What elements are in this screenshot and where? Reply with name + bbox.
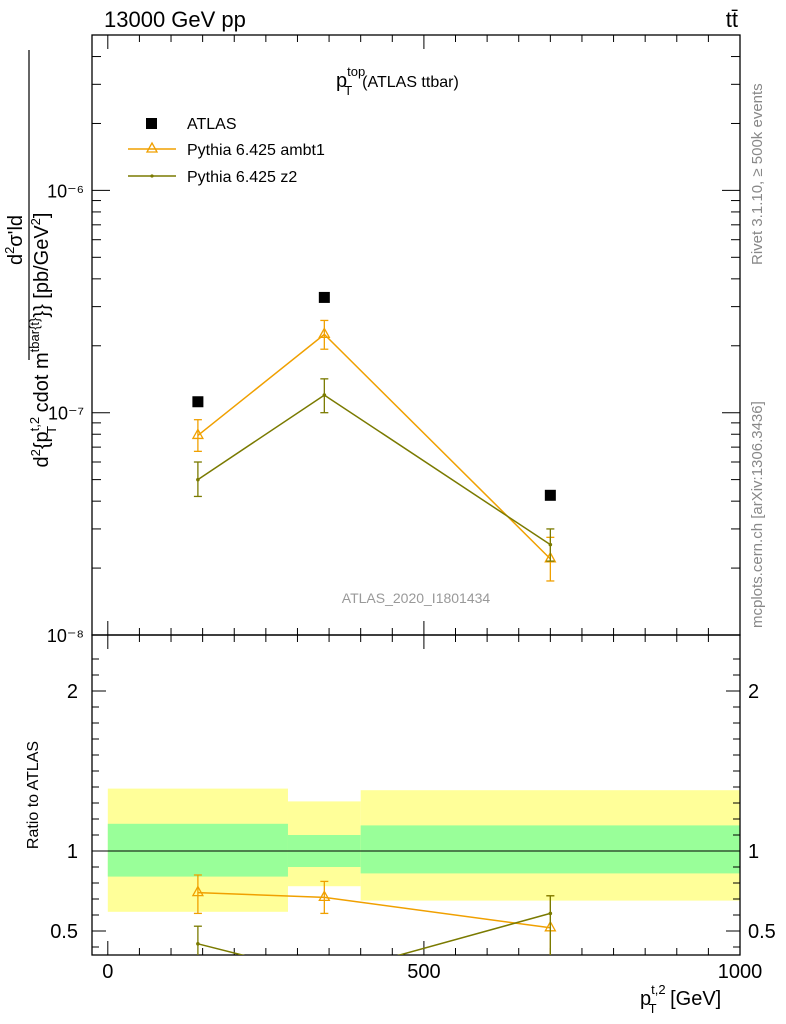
chart-marks [191,291,557,978]
ambt1-data-point [191,428,204,440]
ratio-y-tick-label-right: 2 [748,681,759,703]
legend-marker-z2 [150,174,154,178]
x-tick-label: 0 [102,961,113,983]
z2-ratio-point [323,974,327,978]
mcplots-label: mcplots.cern.ch [arXiv:1306.3436] [749,401,766,628]
ratio-y-tick-label-right: 1 [748,841,759,863]
main-y-axis-label-numerator: d2σ'ld [2,215,27,265]
main-y-tick-label: 10⁻⁶ [47,181,84,201]
legend-marker-atlas [146,118,157,129]
atlas-data-point [192,396,204,408]
ambt1-ratio-point [318,890,331,902]
z2-ratio-point [196,942,200,946]
atlas-data-point [318,291,330,303]
axis-ticks: 0 500 1000 10⁻⁸ 10⁻⁷ 10⁻⁶ 0.5 0.5 1 1 2 2 [47,34,776,983]
ambt1-data-point [318,327,331,339]
ambt1-data-point [544,551,557,563]
header-right-label: tt̄ [726,7,738,32]
analysis-watermark: ATLAS_2020_I1801434 [342,590,491,606]
x-tick-label: 500 [407,961,440,983]
x-axis-label: pt,2 T [GeV] [640,982,721,1016]
z2-ratio-point [548,911,553,916]
ratio-y-tick-label: 1 [67,841,78,863]
atlas-data-point [544,489,556,501]
main-y-axis-label: d2{pt,2 T cdot mtbar{t}}} [pb/GeV2] [27,213,59,468]
ratio-band-inner [360,825,740,874]
main-y-tick-label: 10⁻⁸ [47,626,84,646]
legend-label-ambt1: Pythia 6.425 ambt1 [187,142,325,159]
z2-data-point [196,477,200,482]
plot-title: ptop T (ATLAS ttbar) [336,64,459,98]
legend-label-atlas: ATLAS [187,116,237,133]
ratio-series-layer [191,874,557,978]
main-series-line [197,394,551,546]
ambt1-ratio-point [191,885,204,897]
z2-data-point [322,393,327,397]
ratio-series-line [197,912,551,955]
legend-label-z2: Pythia 6.425 z2 [187,169,297,186]
legend-marker-ambt1 [145,141,159,153]
legend: ATLAS Pythia 6.425 ambt1 Pythia 6.425 z2 [128,116,325,186]
ratio-y-tick-label: 0.5 [50,921,78,943]
z2-data-point [548,542,553,547]
ratio-y-axis-label: Ratio to ATLAS [25,741,42,849]
main-series-line [197,333,551,560]
x-tick-label: 1000 [718,961,763,983]
ratio-y-tick-label-right: 0.5 [748,921,776,943]
rivet-version-label: Rivet 3.1.10, ≥ 500k events [749,83,766,265]
ratio-y-tick-label: 2 [67,681,78,703]
ratio-band-layer [92,788,740,912]
main-y-tick-label: 10⁻⁷ [48,404,84,424]
header-left-label: 13000 GeV pp [104,7,246,32]
ratio-plot-frame [91,634,741,956]
ratio-band-inner [107,823,288,877]
